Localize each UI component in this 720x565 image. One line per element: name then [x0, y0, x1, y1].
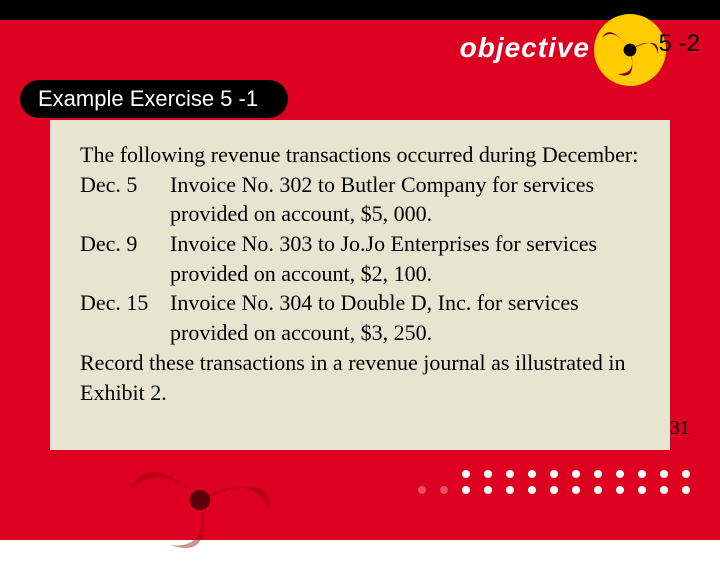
- exercise-pill: Example Exercise 5 -1: [20, 80, 288, 118]
- entry-description: Invoice No. 303 to Jo.Jo Enterprises for…: [170, 229, 640, 288]
- entry-date: Dec. 15: [80, 288, 170, 347]
- section-number: 5 -2: [659, 30, 700, 58]
- bottom-decoration: [0, 450, 720, 540]
- dot-pattern: [410, 470, 690, 520]
- pill-label: Example Exercise 5 -1: [38, 86, 258, 111]
- body-text: The following revenue transactions occur…: [80, 140, 640, 407]
- header-area: objective 5 -2: [420, 0, 720, 100]
- entry-description: Invoice No. 304 to Double D, Inc. for se…: [170, 288, 640, 347]
- page-number: 31: [670, 417, 690, 440]
- bottom-swirl-icon: [100, 440, 300, 560]
- transaction-entry: Dec. 9Invoice No. 303 to Jo.Jo Enterpris…: [80, 229, 640, 288]
- conclusion-text: Record these transactions in a revenue j…: [80, 348, 640, 407]
- intro-text: The following revenue transactions occur…: [80, 140, 640, 170]
- slide: objective 5 -2 Example Exercise 5 -1 The…: [0, 0, 720, 540]
- transaction-entry: Dec. 15Invoice No. 304 to Double D, Inc.…: [80, 288, 640, 347]
- entry-description: Invoice No. 302 to Butler Company for se…: [170, 170, 640, 229]
- transaction-entry: Dec. 5Invoice No. 302 to Butler Company …: [80, 170, 640, 229]
- brand-text: objective: [460, 32, 590, 64]
- content-box: The following revenue transactions occur…: [50, 120, 670, 450]
- entry-date: Dec. 9: [80, 229, 170, 288]
- entry-date: Dec. 5: [80, 170, 170, 229]
